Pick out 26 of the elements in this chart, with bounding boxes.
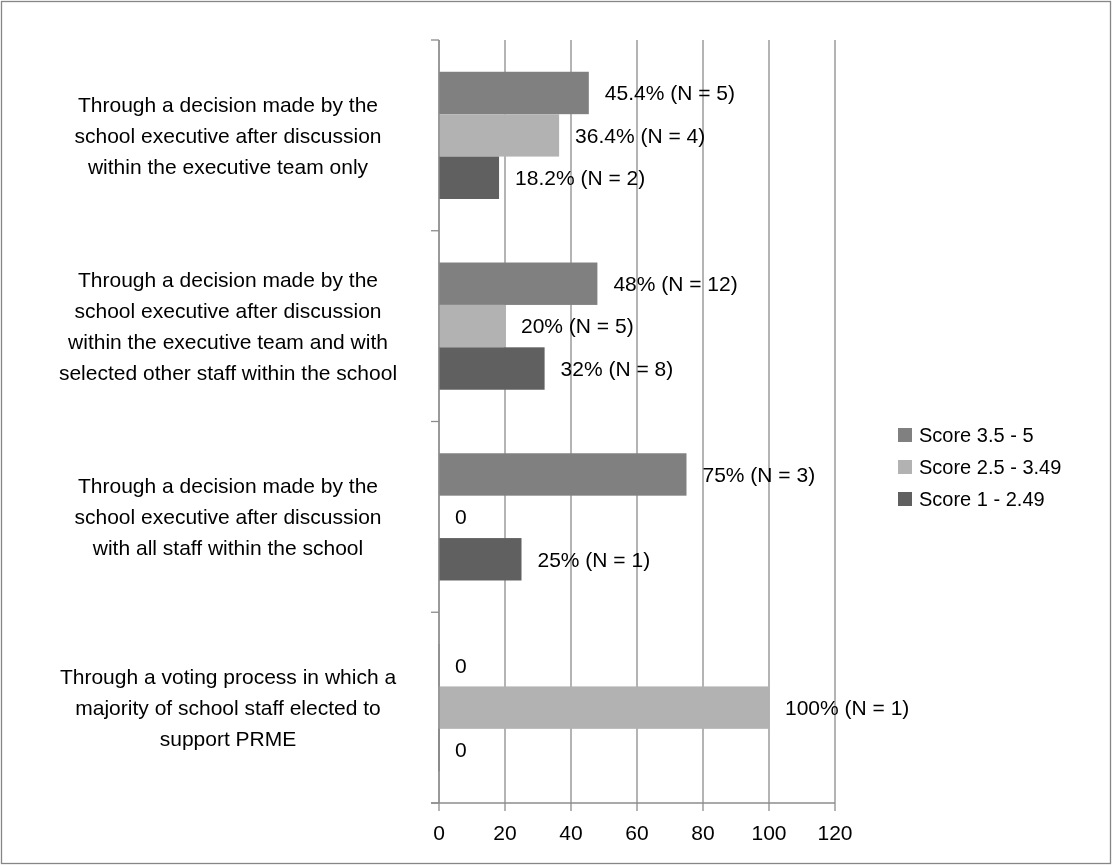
x-tick-label: 60 (625, 821, 649, 844)
data-label: 36.4% (N = 4) (575, 123, 706, 147)
data-label: 0 (455, 653, 467, 677)
x-tick-label: 100 (751, 821, 787, 844)
data-label: 25% (N = 1) (537, 547, 651, 571)
y-tick-label: Through a decision made by the school executive after discussion with all staff within the school (74, 474, 382, 560)
data-label: 32% (N = 8) (560, 356, 674, 380)
legend-label: Score 2.5 - 3.49 (919, 456, 1062, 478)
y-tick-label: Through a decision made by the school executive after discussion within the executive team only (74, 92, 382, 178)
data-label: 48% (N = 12) (613, 272, 738, 296)
y-tick-label: Through a voting process in which a majority of school staff elected to support PRME (59, 664, 397, 750)
data-label: 20% (N = 5) (521, 314, 634, 338)
legend-label: Score 3.5 - 5 (919, 424, 1034, 446)
x-tick-label: 20 (493, 821, 517, 844)
x-tick-label: 80 (691, 821, 715, 844)
data-label: 75% (N = 3) (702, 462, 816, 486)
x-tick-label: 120 (817, 821, 853, 844)
data-label: 45.4% (N = 5) (604, 81, 735, 105)
data-label: 18.2% (N = 2) (515, 166, 646, 190)
legend-label: Score 1 - 2.49 (919, 488, 1045, 510)
data-label: 100% (N = 1) (785, 695, 910, 719)
data-label: 0 (455, 505, 467, 529)
data-label: 0 (455, 738, 467, 762)
y-tick-label: Through a decision made by the school executive after discussion within the executive team and with selected other staff within the school (58, 267, 398, 384)
x-tick-label: 0 (433, 821, 445, 844)
x-tick-label: 40 (559, 821, 583, 844)
